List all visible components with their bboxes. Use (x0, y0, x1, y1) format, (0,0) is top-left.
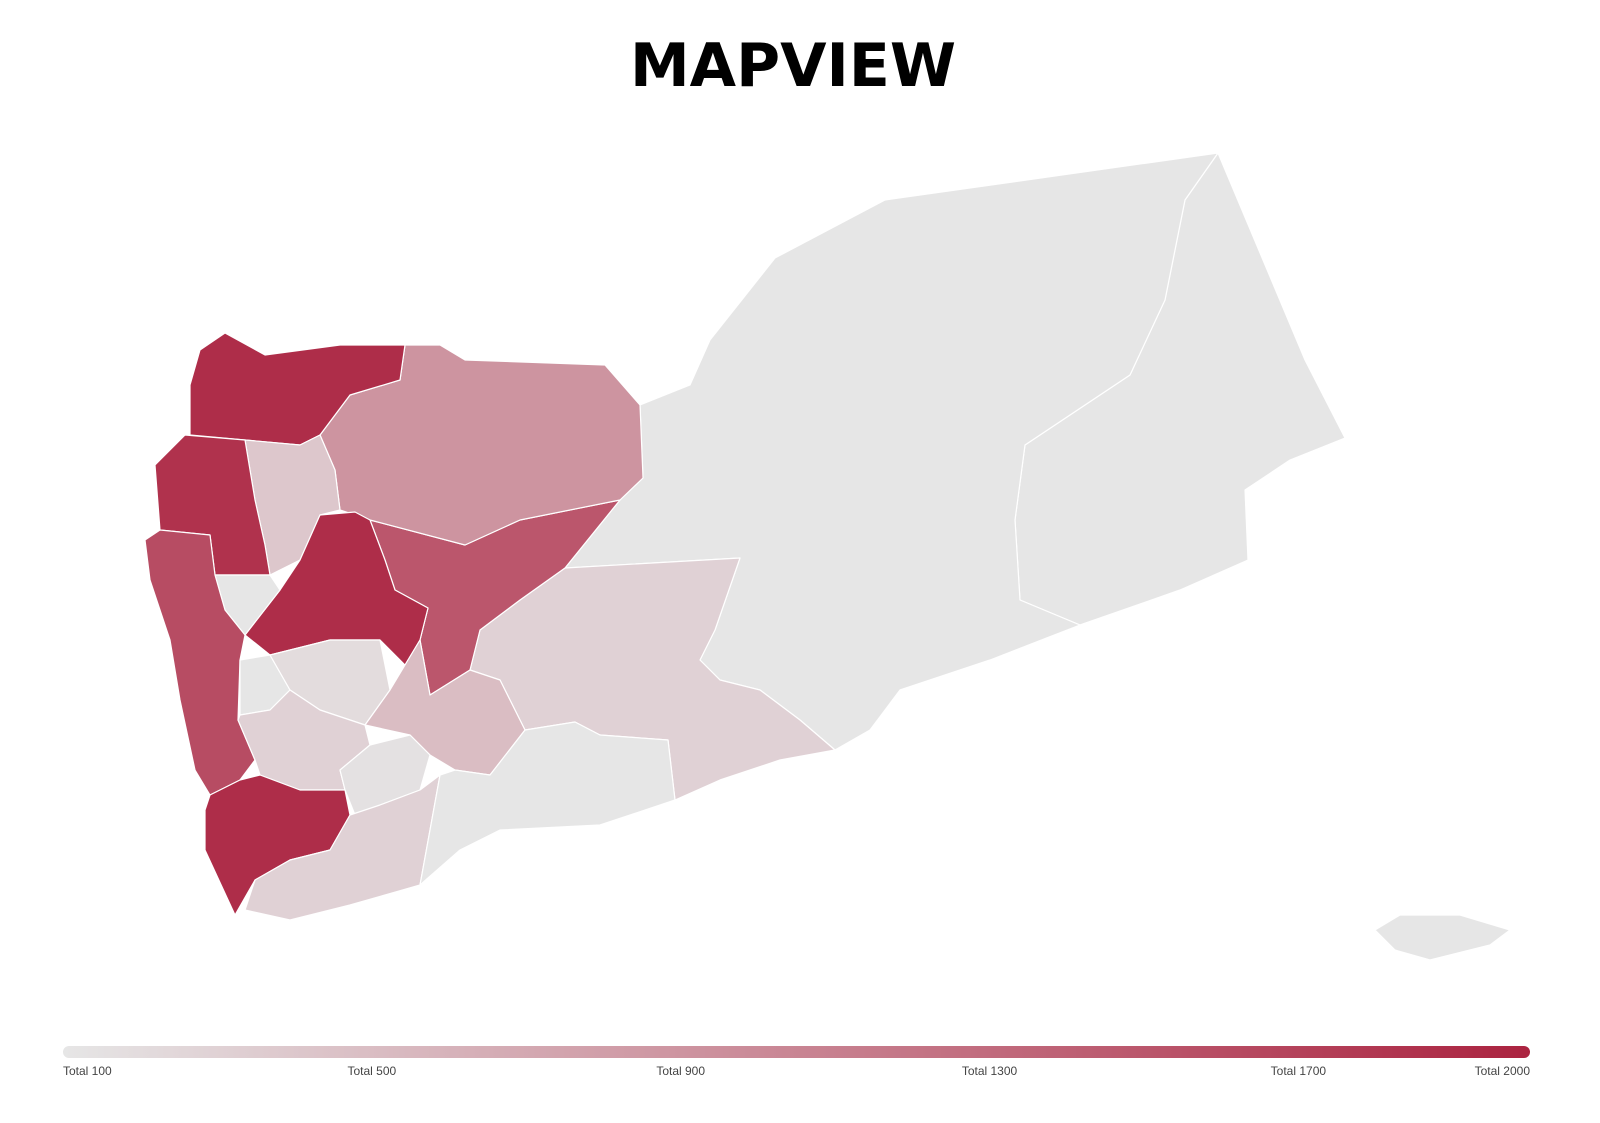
region (419, 721, 676, 886)
map (144, 152, 1511, 961)
legend-tick-label: Total 1300 (962, 1064, 1018, 1078)
legend-tick-label: Total 500 (347, 1064, 396, 1078)
legend-tick-label: Total 2000 (1475, 1064, 1531, 1078)
legend-bar (63, 1046, 1530, 1058)
legend-tick-label: Total 900 (656, 1064, 705, 1078)
legend-tick-label: Total 1700 (1271, 1064, 1327, 1078)
title: MAPVIEW (630, 31, 956, 101)
legend-ticks: Total 100 Total 500 Total 900 Total 1300 Tot… (63, 1064, 1530, 1078)
region (1374, 914, 1511, 961)
legend-tick-label: Total 100 (63, 1064, 112, 1078)
